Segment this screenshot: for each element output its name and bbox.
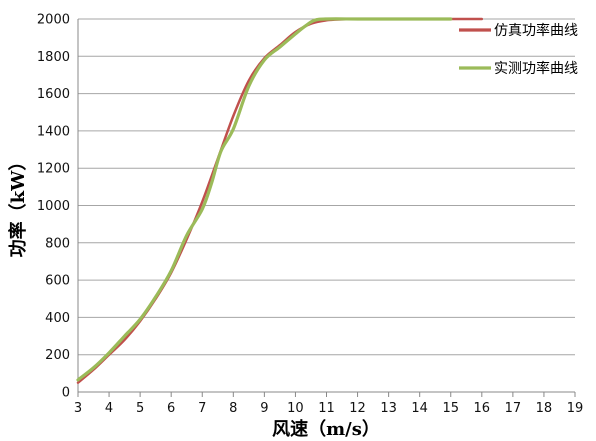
y-tick-label: 1400 [37,124,70,139]
x-tick-label: 6 [167,401,175,416]
x-tick-label: 13 [380,401,397,416]
y-tick-label: 400 [45,311,70,326]
x-tick-label: 12 [349,401,366,416]
x-tick-label: 15 [442,401,459,416]
y-tick-label: 2000 [37,13,70,28]
x-tick-label: 16 [474,401,491,416]
series-line-1 [76,17,453,382]
x-axis-title: 风速（m/s） [272,418,380,440]
x-axis-ticks: 3 4 5 6 7 8 9 10 11 12 13 14 15 16 17 18 19 [74,392,583,416]
y-tick-label: 1000 [37,199,70,214]
x-tick-label: 18 [536,401,553,416]
y-tick-label: 600 [45,274,70,289]
gridlines [78,18,575,356]
x-tick-label: 10 [287,401,304,416]
x-tick-label: 4 [105,401,113,416]
y-axis-title: 功率（kW） [7,153,29,258]
y-tick-label: 1600 [37,87,70,102]
x-tick-label: 17 [505,401,522,416]
y-tick-label: 800 [45,236,70,251]
y-tick-label: 1200 [37,162,70,177]
legend-label-0: 仿真功率曲线 [494,22,578,39]
x-tick-label: 8 [229,401,237,416]
y-tick-label: 1800 [37,50,70,65]
x-tick-label: 5 [136,401,144,416]
series-lines [76,17,484,384]
y-tick-label: 0 [62,386,70,401]
x-tick-label: 7 [198,401,206,416]
x-tick-label: 9 [260,401,268,416]
series-line-0 [76,17,484,384]
x-tick-label: 19 [567,401,584,416]
x-tick-label: 11 [318,401,335,416]
x-tick-label: 3 [74,401,82,416]
y-axis-ticks: 0 200 400 600 800 1000 1200 1400 1600 1800 2000 [37,13,70,401]
x-tick-label: 14 [411,401,428,416]
y-tick-label: 200 [45,348,70,363]
legend-label-1: 实测功率曲线 [494,60,578,77]
